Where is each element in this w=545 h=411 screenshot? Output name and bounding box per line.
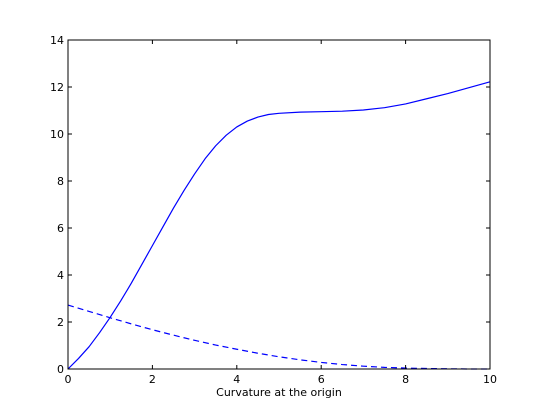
x-tick-label-10: 10 xyxy=(483,373,497,386)
y-tick-label-14: 14 xyxy=(50,34,64,47)
x-tick-label-0: 0 xyxy=(65,373,72,386)
x-tick-label-4: 4 xyxy=(233,373,240,386)
x-axis-label: Curvature at the origin xyxy=(216,386,342,399)
y-tick-label-0: 0 xyxy=(57,363,64,376)
x-tick-label-2: 2 xyxy=(149,373,156,386)
plot-frame xyxy=(67,39,491,370)
y-tick-label-6: 6 xyxy=(57,222,64,235)
plot-area xyxy=(68,40,490,369)
y-tick-label-4: 4 xyxy=(57,269,64,282)
y-tick-label-12: 12 xyxy=(50,81,64,94)
y-tick-label-8: 8 xyxy=(57,175,64,188)
series-line-1-solid xyxy=(67,81,491,370)
series-line-2-dashed xyxy=(67,304,490,370)
ticks-layer: 0 2 4 6 8 10 0 2 4 6 8 10 12 14 xyxy=(50,34,497,386)
y-tick-label-2: 2 xyxy=(57,316,64,329)
x-tick-label-8: 8 xyxy=(402,373,409,386)
series-layer xyxy=(67,81,491,370)
y-tick-label-10: 10 xyxy=(50,128,64,141)
x-tick-label-6: 6 xyxy=(318,373,325,386)
